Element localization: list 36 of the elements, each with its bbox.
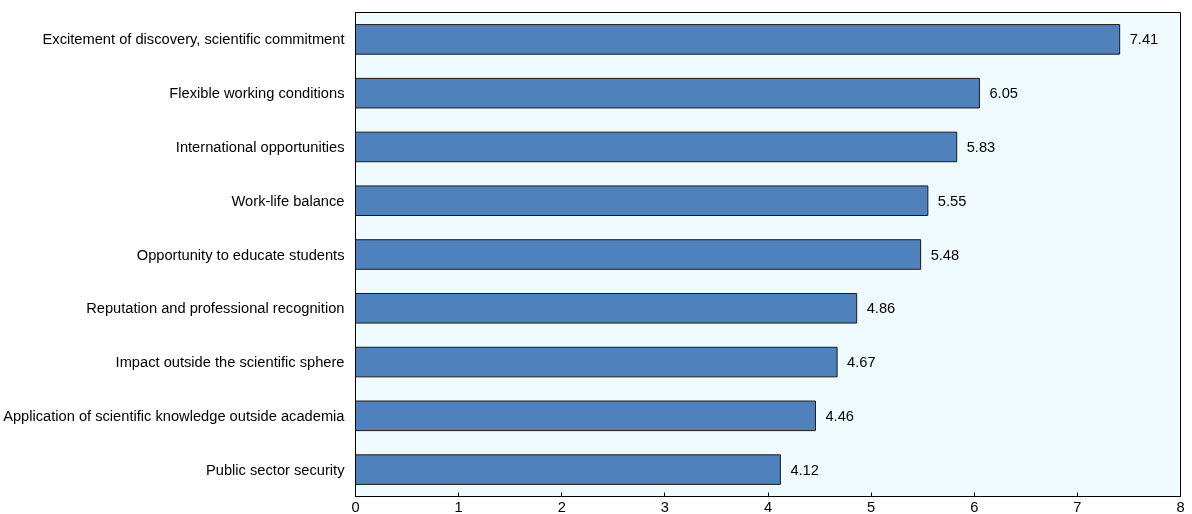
- x-tick-label: 7: [1073, 498, 1082, 514]
- data-label: 6.05: [989, 85, 1018, 102]
- x-tick-label: 5: [867, 498, 876, 514]
- y-tick-label: Application of scientific knowledge outside academia: [3, 407, 346, 424]
- data-label: 5.83: [966, 138, 996, 155]
- y-tick-label: Opportunity to educate students: [136, 246, 345, 263]
- bar: [355, 400, 816, 432]
- data-label: 4.67: [847, 354, 876, 371]
- bar: [355, 24, 1121, 55]
- bar: [355, 131, 958, 163]
- data-label: 4.12: [790, 461, 819, 478]
- x-tick-label: 1: [454, 498, 463, 514]
- data-label: 7.41: [1129, 31, 1159, 48]
- y-tick-label: Work-life balance: [231, 192, 345, 209]
- y-tick-label: Impact outside the scientific sphere: [115, 354, 345, 371]
- bar: [355, 346, 838, 378]
- data-label: 4.86: [866, 300, 896, 317]
- x-tick-label: 3: [660, 498, 669, 514]
- bar: [355, 77, 980, 109]
- x-tick-label: 8: [1176, 498, 1185, 514]
- y-tick-label: Public sector security: [206, 461, 346, 478]
- bar: [355, 239, 922, 270]
- x-tick-label: 4: [763, 498, 773, 514]
- data-label: 5.55: [937, 192, 967, 209]
- y-tick-label: Reputation and professional recognition: [86, 300, 345, 317]
- bar: [355, 292, 858, 324]
- y-tick-label: International opportunities: [175, 138, 345, 155]
- x-tick-label: 0: [351, 498, 360, 514]
- bar: [355, 185, 929, 217]
- y-tick-label: Excitement of discovery, scientific commitment: [42, 31, 345, 48]
- y-tick-label: Flexible working conditions: [169, 85, 345, 102]
- x-tick-label: 2: [557, 498, 566, 514]
- data-label: 5.48: [930, 246, 960, 263]
- bar: [355, 454, 781, 485]
- x-tick-label: 6: [970, 498, 979, 514]
- data-label: 4.46: [825, 407, 854, 424]
